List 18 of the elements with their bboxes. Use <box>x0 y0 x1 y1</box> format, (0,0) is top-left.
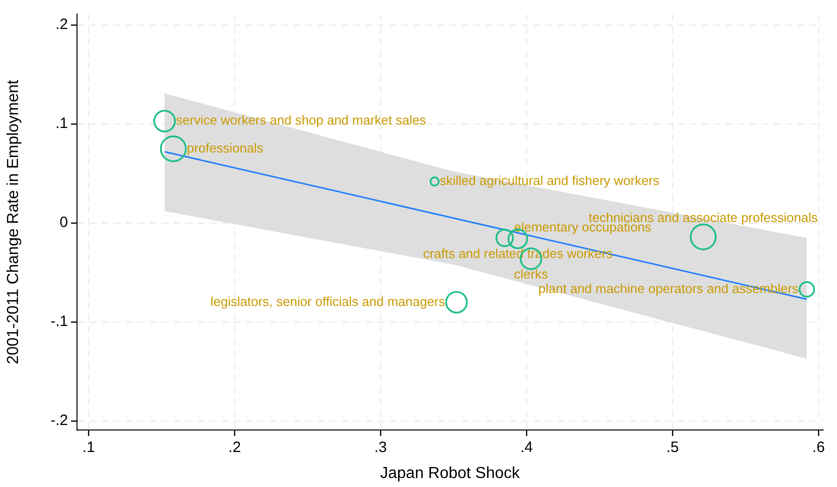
x-tick-label: .3 <box>374 439 387 456</box>
y-tick-label: .2 <box>55 16 68 34</box>
x-axis-title: Japan Robot Shock <box>380 464 521 482</box>
x-tick-label: .4 <box>520 439 533 456</box>
data-label: professionals <box>186 140 264 156</box>
x-tick-label: .2 <box>228 439 241 456</box>
y-tick-label: 0 <box>60 214 68 232</box>
y-tick-label: -.1 <box>50 313 68 330</box>
x-tick-label: .1 <box>82 439 95 456</box>
data-label: clerks <box>514 266 548 282</box>
y-tick-label: -.2 <box>50 412 68 430</box>
x-tick-label: .5 <box>666 439 679 456</box>
y-axis-title: 2001-2011 Change Rate in Employment <box>5 79 22 364</box>
data-label: skilled agricultural and fishery workers <box>440 173 660 188</box>
data-label: legislators, senior officials and managers <box>210 294 446 309</box>
x-tick-label: .6 <box>812 439 825 456</box>
y-tick-label: .1 <box>55 115 68 132</box>
data-label: service workers and shop and market sales <box>176 112 426 128</box>
